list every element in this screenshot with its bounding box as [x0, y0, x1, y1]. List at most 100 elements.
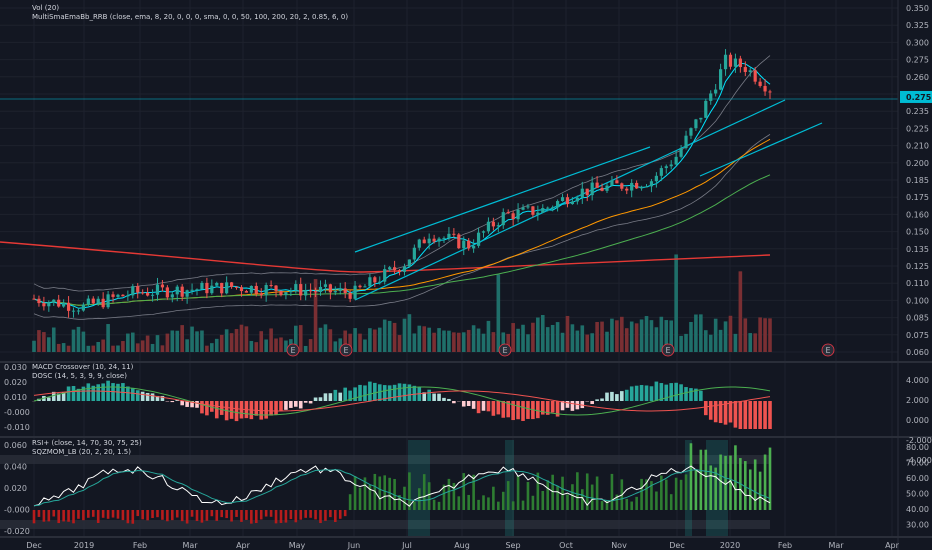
- macd-histogram-bar: [412, 385, 417, 401]
- volume-bar: [758, 317, 762, 352]
- candle-body: [244, 291, 249, 293]
- candle-body: [551, 207, 555, 209]
- volume-bar: [200, 330, 204, 352]
- macd-histogram-bar: [442, 397, 446, 401]
- macd-histogram-bar: [81, 386, 86, 401]
- volume-bar: [175, 330, 180, 352]
- time-tick-label: Mar: [182, 541, 198, 550]
- sma-100-line: [33, 174, 771, 306]
- candle-body: [373, 277, 377, 283]
- macd-histogram-bar: [649, 386, 654, 401]
- candle-body: [481, 231, 486, 233]
- time-tick-label: 2020: [720, 541, 740, 550]
- sqzmom-bar: [358, 487, 362, 510]
- volume-bar: [313, 279, 318, 352]
- volume-bar: [130, 332, 135, 352]
- sqzmom-indicator-label[interactable]: SQZMOM_LB (20, 2, 20, 1.5): [32, 448, 131, 456]
- macd-histogram-bar: [293, 401, 298, 407]
- sqzmom-bar: [348, 494, 352, 510]
- sqzmom-bar: [462, 473, 466, 510]
- sqzmom-bar: [417, 488, 421, 510]
- time-tick-label: Jun: [347, 541, 361, 550]
- volume-bar: [155, 335, 160, 352]
- volume-bar: [555, 322, 560, 352]
- candle-body: [699, 117, 703, 120]
- volume-bar: [333, 341, 338, 352]
- macd-histogram-bar: [185, 401, 189, 407]
- sqzmom-bar: [536, 472, 540, 510]
- sqzmom-bar: [590, 484, 594, 510]
- macd-right-tick: 4.000: [906, 376, 929, 385]
- candle-body: [565, 197, 570, 205]
- volume-bar: [106, 324, 110, 352]
- rsi-highlight-zone: [706, 440, 728, 537]
- sqzmom-bar: [595, 476, 599, 510]
- sqzmom-bar: [452, 482, 456, 510]
- volume-bar: [624, 328, 629, 352]
- time-tick-label: Apr: [885, 541, 900, 550]
- sqzmom-bar: [225, 510, 228, 519]
- candle-body: [570, 201, 575, 205]
- sqzmom-bar: [47, 510, 51, 522]
- sqzmom-bar: [353, 476, 357, 510]
- volume-bar: [550, 324, 555, 352]
- rsi-indicator-label[interactable]: RSI+ (close, 14, 70, 30, 75, 25): [32, 439, 142, 447]
- sqzmom-bar: [368, 484, 372, 510]
- sqzmom-bar: [531, 495, 535, 510]
- candle-body: [575, 197, 579, 202]
- candle-body: [165, 287, 169, 298]
- volume-bar: [506, 333, 511, 352]
- time-axis[interactable]: Dec 2019 Feb Mar Apr May Jun Jul Aug Sep Oct Nov Dec…: [26, 541, 899, 550]
- price-axis[interactable]: 0.3500.3250.3000.2750.2600.2500.2350.225…: [900, 4, 932, 357]
- macd-histogram-bar: [743, 401, 748, 429]
- candle-body: [635, 182, 639, 189]
- candle-body: [714, 89, 718, 94]
- volume-bar: [51, 327, 56, 352]
- candle-body: [555, 201, 560, 208]
- ma-indicator-label[interactable]: MultiSmaEmaBb_RRB (close, ema, 8, 20, 0,…: [32, 13, 348, 21]
- macd-histogram-bar: [328, 393, 333, 401]
- sqzmom-bar: [32, 510, 36, 524]
- sqzmom-bar: [561, 476, 564, 510]
- candle-body: [62, 302, 66, 307]
- macd-histogram-bar: [708, 401, 713, 420]
- sqzmom-bar: [338, 510, 342, 519]
- candle-body: [442, 237, 446, 239]
- candle-body: [768, 91, 772, 93]
- macd-indicator-label[interactable]: MACD Crossover (10, 24, 11): [32, 363, 134, 371]
- volume-bar: [447, 330, 451, 352]
- volume-bar: [298, 325, 303, 352]
- time-tick-label: Feb: [133, 541, 147, 550]
- macd-histogram-bar: [56, 393, 61, 401]
- bollinger-bands: [33, 55, 771, 320]
- candle-body: [363, 286, 367, 288]
- candle-body: [486, 221, 491, 232]
- volume-bar: [264, 339, 268, 352]
- candle-body: [155, 284, 160, 295]
- earnings-event-label: E: [825, 346, 830, 355]
- candle-body: [531, 206, 535, 215]
- volume-indicator-label[interactable]: Vol (20): [32, 4, 59, 12]
- volume-bar: [96, 341, 101, 352]
- volume-bar: [669, 320, 674, 352]
- volume-bar: [387, 320, 392, 352]
- sqzmom-bar: [605, 501, 609, 510]
- candle-body: [684, 135, 688, 149]
- sqzmom-bar: [556, 485, 559, 510]
- candle-body: [719, 69, 723, 90]
- volume-bar: [496, 274, 501, 352]
- volume-bar: [293, 325, 298, 352]
- dosc-indicator-label[interactable]: DOSC (14, 5, 3, 9, 9, close): [32, 372, 127, 380]
- trend-channel[interactable]: [0, 98, 898, 301]
- macd-line: [33, 390, 771, 412]
- sqzmom-bar: [205, 510, 209, 521]
- sqzmom-bar: [724, 455, 727, 510]
- macd-histogram-bar: [323, 393, 328, 401]
- macd-histogram-bar: [550, 401, 555, 413]
- volume-bar: [377, 327, 382, 352]
- candle-body: [402, 266, 407, 272]
- volume-bar: [545, 327, 550, 352]
- candle-body: [239, 287, 244, 292]
- macd-histogram-bar: [76, 388, 81, 401]
